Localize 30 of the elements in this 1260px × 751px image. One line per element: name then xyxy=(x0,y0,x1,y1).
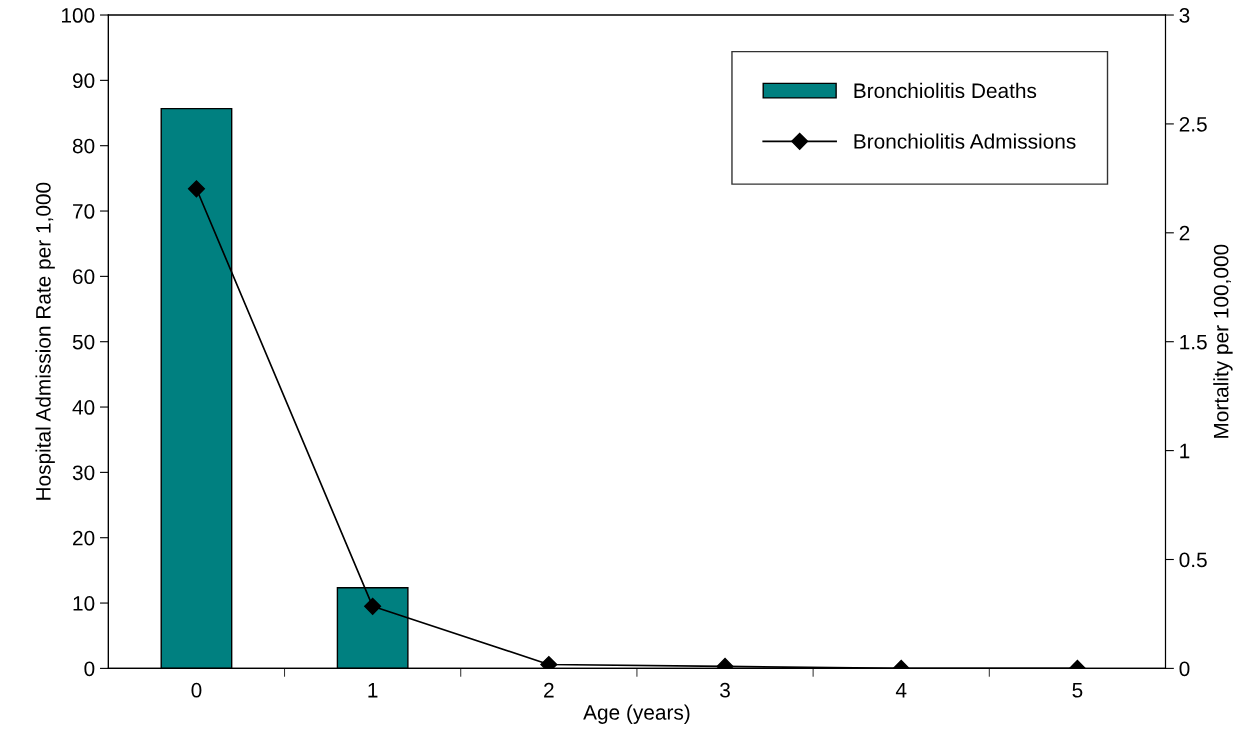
y-tick-label: 90 xyxy=(72,73,95,89)
y-tick-label: 30 xyxy=(72,465,95,481)
y2-axis-title: Mortality per 100,000 xyxy=(1213,244,1233,438)
y-tick-label: 50 xyxy=(72,334,95,350)
x-tick-label: 4 xyxy=(895,683,907,698)
y2-tick-label: 0 xyxy=(1179,661,1190,677)
y-tick-label: 40 xyxy=(72,400,95,415)
y2-tick-label: 1 xyxy=(1180,443,1190,459)
y-tick-label: 20 xyxy=(73,530,95,546)
y2-tick-label: 3 xyxy=(1179,8,1190,23)
y2-tick-label: 0.5 xyxy=(1179,552,1207,568)
y2-tick-label: 1.5 xyxy=(1180,334,1207,350)
legend-label: Bronchiolitis Admissions xyxy=(854,133,1076,149)
x-tick-label: 3 xyxy=(720,682,730,698)
y-axis-title: Hospital Admission Rate per 1,000 xyxy=(35,182,55,500)
y2-tick-label: 2 xyxy=(1179,225,1190,241)
x-tick-label: 0 xyxy=(191,682,202,698)
y2-tick-label: 2.5 xyxy=(1179,116,1207,132)
y-tick-label: 60 xyxy=(73,269,95,285)
point xyxy=(187,180,206,198)
x-tick-label: 2 xyxy=(544,682,554,698)
y-tick-label: 10 xyxy=(73,596,95,611)
y-tick-label: 0 xyxy=(84,661,95,677)
y-tick-label: 80 xyxy=(72,138,95,154)
x-axis-title: Age (years) xyxy=(583,704,690,724)
x-tick-label: 1 xyxy=(368,683,378,698)
y-tick-label: 100 xyxy=(62,8,95,23)
y-tick-label: 70 xyxy=(73,204,95,219)
legend-label: Bronchiolitis Deaths xyxy=(854,82,1037,99)
x-tick-label: 5 xyxy=(1072,683,1083,698)
